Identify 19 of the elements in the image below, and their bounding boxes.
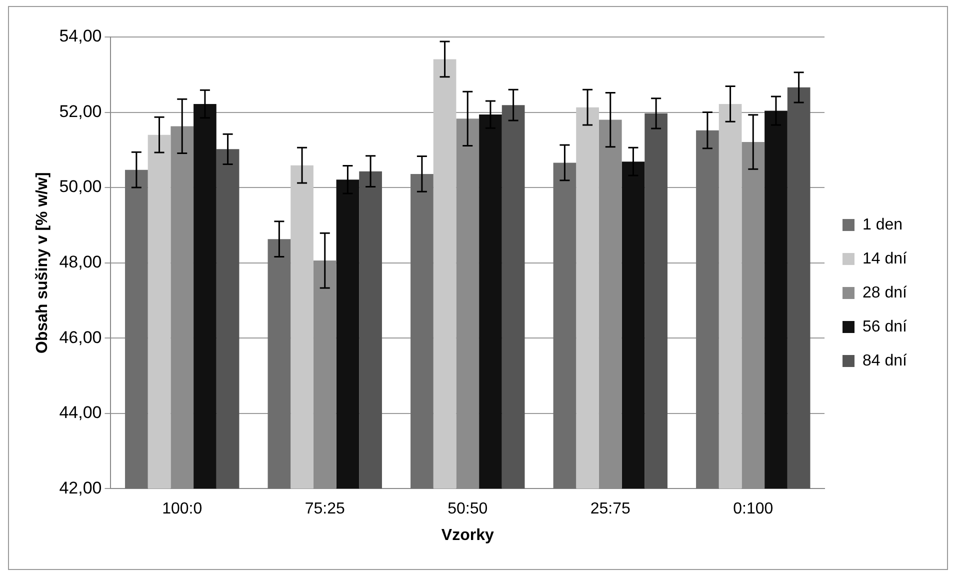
y-tick-label: 44,00 bbox=[59, 403, 102, 422]
x-tick-label: 75:25 bbox=[304, 500, 345, 518]
legend-label: 28 dní bbox=[862, 284, 908, 302]
legend-label: 84 dní bbox=[862, 352, 908, 370]
legend-label: 56 dní bbox=[862, 318, 908, 336]
y-tick-label: 50,00 bbox=[59, 177, 102, 196]
x-tick-label: 50:50 bbox=[448, 500, 488, 518]
x-tick-label: 25:75 bbox=[590, 500, 630, 518]
legend-label: 1 den bbox=[862, 216, 903, 234]
x-axis-title: Vzorky bbox=[441, 526, 494, 544]
x-tick-label: 0:100 bbox=[733, 500, 774, 518]
y-tick-label: 42,00 bbox=[59, 478, 102, 498]
y-axis-title: Obsah sušiny v [% w/w] bbox=[34, 172, 52, 354]
y-tick-label: 54,00 bbox=[59, 26, 102, 46]
legend-label: 14 dní bbox=[862, 250, 908, 268]
y-tick-label: 48,00 bbox=[59, 252, 102, 272]
x-tick-label: 100:0 bbox=[162, 500, 202, 518]
y-tick-label: 52,00 bbox=[59, 102, 102, 121]
y-tick-label: 46,00 bbox=[59, 328, 102, 347]
